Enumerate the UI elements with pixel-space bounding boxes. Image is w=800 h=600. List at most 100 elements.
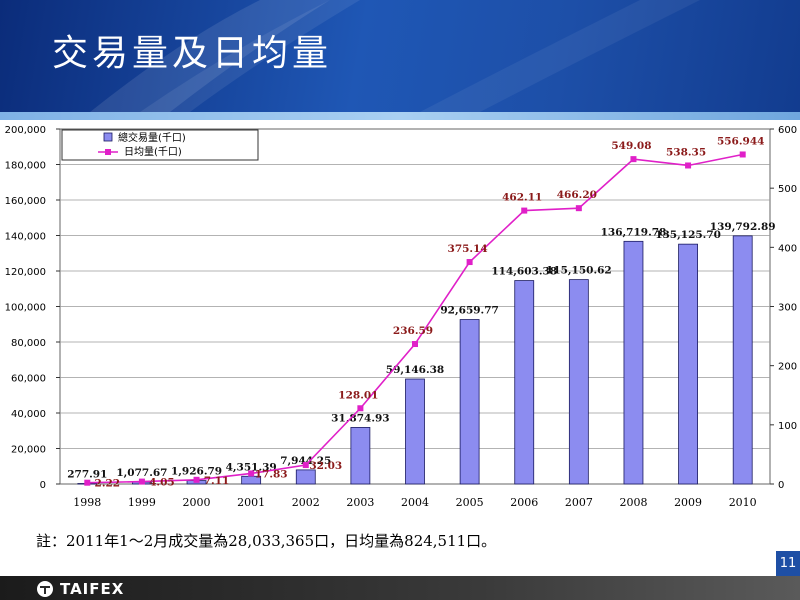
bar <box>623 240 644 485</box>
line-data-label: 556.944 <box>717 135 765 147</box>
y-left-tick-label: 160,000 <box>5 196 46 207</box>
y-left-tick-label: 140,000 <box>5 232 46 243</box>
page-number: 11 <box>776 551 800 576</box>
x-tick-labels: 1998 1999 2000 2001 2002 2003 2004 2005 2006 2007… <box>73 496 756 509</box>
bar-data-label: 1,926.79 <box>171 466 222 478</box>
x-tick-label: 2001 <box>237 496 265 509</box>
y-left-tick-label: 80,000 <box>11 338 46 349</box>
y-right-tick-label: 100 <box>778 421 797 432</box>
bar-data-label: 7,944.25 <box>280 455 331 467</box>
line-point <box>521 207 528 214</box>
y-left-tick-label: 200,000 <box>5 125 46 136</box>
line-point <box>357 405 364 412</box>
legend-bar-swatch <box>103 132 113 142</box>
line-point <box>193 476 200 483</box>
x-tick-label: 1998 <box>73 496 101 509</box>
line-point <box>466 259 473 266</box>
legend: 總交易量(千口) 日均量(千口) <box>61 129 259 161</box>
bar-data-label: 31,874.93 <box>331 412 389 424</box>
line-point <box>412 341 418 348</box>
line-data-label: 549.08 <box>611 140 651 152</box>
line-data-label: 236.59 <box>393 325 433 337</box>
line-data-label: 32.03 <box>309 460 342 472</box>
bar-data-label: 92,659.77 <box>440 305 498 317</box>
line-data-label: 466.20 <box>557 189 597 201</box>
line-point <box>685 162 692 169</box>
bar-data-label: 277.91 <box>67 469 107 481</box>
bar-data-label: 114,603.38 <box>491 266 557 278</box>
x-tick-label: 2003 <box>346 496 374 509</box>
x-tick-label: 2000 <box>183 496 211 509</box>
bar-data-labels: 277.91 1,077.67 1,926.79 4,351.397,944.25 31… <box>67 221 775 481</box>
line-data-label: 375.14 <box>448 243 488 255</box>
bar <box>350 427 371 485</box>
x-tick-label: 2009 <box>674 496 702 509</box>
grid-lines <box>56 128 774 485</box>
y-left-tick-label: 60,000 <box>11 374 46 385</box>
line-point <box>575 205 582 212</box>
y-left-tick-label: 0 <box>40 480 46 491</box>
bar-data-label: 135,125.70 <box>655 229 721 241</box>
x-tick-label: 2002 <box>292 496 320 509</box>
x-tick-label: 2006 <box>510 496 538 509</box>
bar <box>568 279 589 485</box>
footnote: 註：2011年1～2月成交量為28,033,365口，日均量為824,511口。 <box>36 532 497 550</box>
y-left-tick-label: 20,000 <box>11 445 46 456</box>
line-data-label: 538.35 <box>666 146 706 158</box>
footer-logo: TAIFEX <box>36 580 124 598</box>
line-point <box>84 479 91 486</box>
y-left-tick-labels: 0 20,000 40,000 60,000 80,000 100,000 120,000 1… <box>5 125 46 491</box>
logo-text: TAIFEX <box>60 580 125 598</box>
bar-data-label: 139,792.89 <box>710 221 776 233</box>
bar <box>732 235 753 485</box>
line-data-label: 17.83 <box>255 468 288 480</box>
x-tick-label: 1999 <box>128 496 156 509</box>
bar <box>459 319 480 485</box>
bar <box>405 378 425 485</box>
bar <box>295 469 316 485</box>
y-right-tick-label: 200 <box>778 362 797 373</box>
header-stripe <box>0 112 800 120</box>
line-data-label: 7.11 <box>204 475 230 487</box>
y-right-tick-label: 600 <box>778 125 797 136</box>
bar <box>678 243 698 485</box>
taifex-logo-icon <box>37 581 53 597</box>
y-left-tick-label: 100,000 <box>5 303 46 314</box>
x-tick-label: 2007 <box>565 496 593 509</box>
header-decoration <box>90 0 700 112</box>
y-left-tick-label: 120,000 <box>5 267 46 278</box>
bar-data-label: 136,719.78 <box>601 226 667 238</box>
y-right-tick-label: 500 <box>778 184 797 195</box>
volume-chart: 0 20,000 40,000 60,000 80,000 100,000 120,000 1… <box>5 125 797 509</box>
slide-header: 交易量及日均量 <box>0 0 800 112</box>
legend-bar-label: 總交易量(千口) <box>118 131 186 144</box>
line-point <box>248 470 255 477</box>
line-point <box>739 151 746 158</box>
x-tick-label: 2010 <box>729 496 757 509</box>
footer-bar <box>0 576 800 600</box>
line-point <box>138 478 145 485</box>
bar-data-label: 4,351.39 <box>226 461 277 473</box>
y-left-tick-label: 40,000 <box>11 409 46 420</box>
x-tick-label: 2005 <box>456 496 484 509</box>
y-right-tick-label: 400 <box>778 243 797 254</box>
line-data-label: 4.05 <box>149 477 175 489</box>
bar-data-label: 59,146.38 <box>386 364 444 376</box>
bar-data-label: 1,077.67 <box>116 467 167 479</box>
y-right-tick-label: 300 <box>778 303 797 314</box>
page-title: 交易量及日均量 <box>52 33 333 74</box>
line-point <box>302 462 309 469</box>
y-right-tick-label: 0 <box>778 480 784 491</box>
line-data-labels: 2.22 4.05 7.11 17.83 32.03 128.01 236.59 375.14… <box>95 135 765 489</box>
line-data-label: 2.22 <box>95 478 121 490</box>
x-tick-label: 2008 <box>619 496 647 509</box>
bar-data-label: 115,150.62 <box>546 265 612 277</box>
legend-line-label: 日均量(千口) <box>124 146 182 158</box>
x-tick-label: 2004 <box>401 496 429 509</box>
line-series <box>84 151 746 486</box>
line-data-label: 462.11 <box>502 192 542 204</box>
y-left-tick-label: 180,000 <box>5 161 46 172</box>
line-data-label: 128.01 <box>338 389 378 401</box>
line-point <box>630 156 637 163</box>
y-right-tick-labels: 0 100 200 300 400 500 600 <box>778 125 797 491</box>
